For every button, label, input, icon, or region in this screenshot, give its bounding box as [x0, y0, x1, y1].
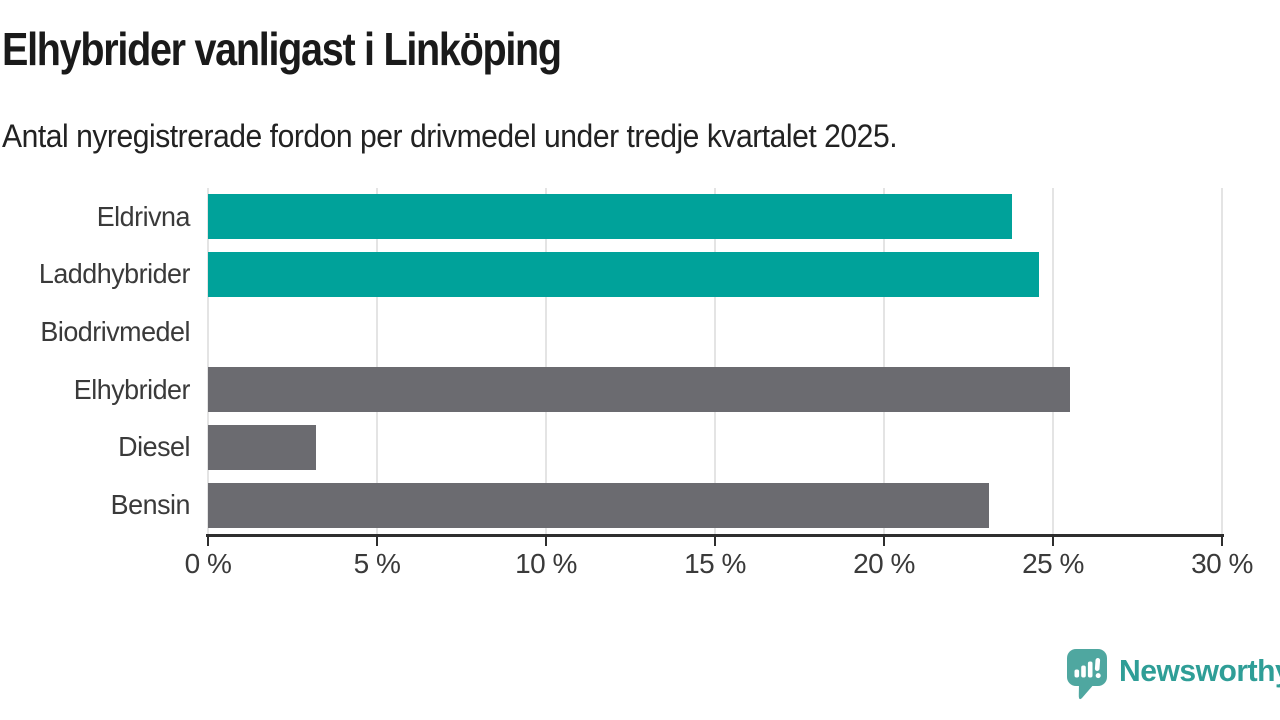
- gridline-0: [207, 188, 209, 534]
- newsworthy-logo: Newsworthy: [1066, 648, 1280, 707]
- gridline-10: [545, 188, 547, 534]
- x-tick-0: [207, 537, 209, 546]
- x-tick-10: [545, 537, 547, 546]
- category-axis: Eldrivna Laddhybrider Biodrivmedel Elhybrid…: [0, 188, 191, 534]
- x-tick-label-15: 15 %: [684, 548, 746, 579]
- x-tick-label-30: 30 %: [1191, 548, 1253, 579]
- x-tick-30: [1221, 537, 1223, 546]
- x-tick-label-25: 25 %: [1022, 548, 1084, 579]
- bar-laddhybrider: [208, 252, 1040, 297]
- x-tick-label-10: 10 %: [515, 548, 577, 579]
- bar-elhybrider: [208, 367, 1070, 413]
- chart-title: Elhybrider vanligast i Linköping: [2, 23, 562, 75]
- x-axis-line: [206, 534, 1224, 537]
- x-tick-20: [883, 537, 885, 546]
- x-tick-5: [376, 537, 378, 546]
- gridline-20: [883, 188, 885, 534]
- category-label-biodrivmedel: Biodrivmedel: [40, 316, 191, 348]
- category-label-elhybrider: Elhybrider: [73, 373, 191, 405]
- category-label-eldrivna: Eldrivna: [96, 200, 191, 232]
- gridline-5: [376, 188, 378, 534]
- bar-diesel: [208, 425, 317, 470]
- category-label-diesel: Diesel: [118, 431, 190, 463]
- gridline-25: [1052, 188, 1054, 534]
- gridline-15: [714, 188, 716, 534]
- plot-area: [207, 188, 1223, 534]
- chart-subtitle: Antal nyregistrerade fordon per drivmede…: [2, 118, 898, 154]
- x-tick-25: [1052, 537, 1054, 546]
- category-label-bensin: Bensin: [110, 489, 191, 521]
- x-tick-label-20: 20 %: [853, 548, 915, 579]
- bar-eldrivna: [208, 194, 1013, 240]
- category-label-laddhybrider: Laddhybrider: [38, 258, 191, 290]
- gridline-30: [1221, 188, 1223, 534]
- x-tick-label-5: 5 %: [353, 548, 401, 579]
- x-tick-label-0: 0 %: [184, 548, 232, 579]
- x-tick-15: [714, 537, 716, 546]
- bar-bensin: [208, 482, 989, 528]
- bar-chart-speech-bubble-icon: [1066, 648, 1110, 707]
- newsworthy-wordmark: Newsworthy: [1119, 653, 1280, 688]
